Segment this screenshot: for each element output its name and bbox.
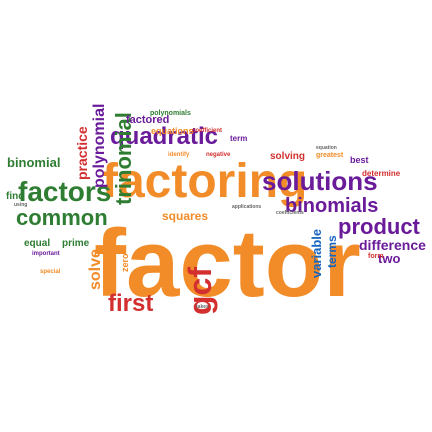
word-term: term	[230, 134, 248, 143]
word-greatest: greatest	[316, 152, 344, 159]
word-binomial: binomial	[7, 155, 61, 170]
word-solve: solve	[87, 249, 104, 290]
word-product: product	[338, 214, 420, 239]
word-equations: equations	[151, 126, 194, 136]
word-identify: identify	[168, 152, 190, 158]
word-polynomial: polynomial	[91, 103, 108, 188]
word-solving: solving	[270, 151, 306, 162]
word-factor: factor	[94, 210, 361, 317]
word-applications: applications	[232, 204, 262, 210]
word-coefficient: coefficient	[192, 128, 223, 134]
word-factoring: factoring	[102, 155, 308, 208]
word-best: best	[350, 155, 369, 165]
word-important: important	[32, 251, 60, 257]
word-find: find	[6, 191, 25, 202]
word-trinomial: trinomial	[111, 112, 136, 205]
word-takes: takes	[196, 304, 209, 310]
word-polynomials: polynomials	[150, 110, 191, 117]
word-determine: determine	[362, 169, 401, 178]
word-zero: zero	[120, 253, 130, 272]
word-factored: factored	[126, 114, 170, 126]
word-negative: negative	[206, 152, 231, 158]
word-using: using	[14, 202, 28, 208]
word-practice: practice	[74, 126, 90, 180]
word-squares: squares	[162, 209, 209, 223]
word-quadratic: quadratic	[110, 123, 219, 150]
word-two: two	[378, 251, 401, 266]
word-form: form	[368, 253, 384, 260]
word-binomials: binomials	[285, 195, 379, 217]
word-equation: equation	[316, 145, 337, 151]
word-common: common	[16, 205, 108, 230]
word-first: first	[108, 290, 154, 317]
word-solutions: solutions	[262, 166, 378, 196]
word-variable: variable	[309, 228, 324, 278]
word-terms: terms	[325, 235, 339, 268]
word-factors: factors	[18, 176, 112, 207]
word-special: special	[40, 269, 61, 275]
word-coefficients: coefficients	[276, 210, 304, 216]
word-equal: equal	[24, 238, 51, 249]
word-difference: difference	[359, 237, 426, 253]
word-prime: prime	[62, 238, 90, 249]
